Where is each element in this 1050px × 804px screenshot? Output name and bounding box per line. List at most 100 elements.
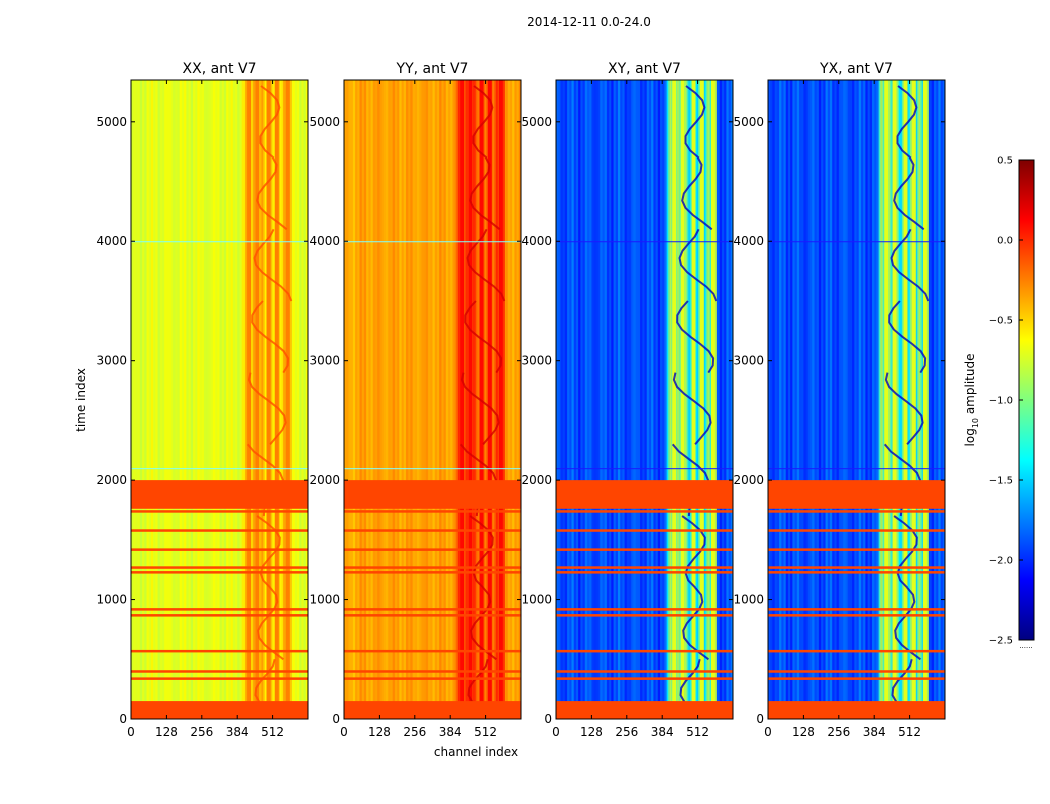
- hline: [768, 241, 945, 243]
- channel-stripe: [624, 80, 628, 719]
- x-tick-label: 0: [127, 725, 135, 739]
- channel-stripe: [558, 80, 561, 719]
- channel-stripe: [860, 80, 864, 719]
- channel-stripe: [646, 80, 650, 719]
- channel-stripe: [772, 80, 776, 719]
- arc-feature: [894, 586, 921, 661]
- y-tick-label: 3000: [309, 354, 340, 368]
- channel-stripe: [633, 80, 637, 719]
- arc-feature: [460, 372, 500, 445]
- arc-feature: [896, 85, 918, 159]
- feature-line: [498, 80, 503, 719]
- flag-line: [131, 608, 308, 611]
- channel-stripe: [640, 80, 643, 719]
- channel-stripe: [133, 80, 136, 719]
- channel-stripe: [876, 80, 880, 719]
- channel-stripe: [792, 80, 796, 719]
- band-stripe: [283, 80, 286, 719]
- channel-stripe: [159, 80, 163, 719]
- y-tick-label: 0: [119, 712, 127, 726]
- channel-stripe: [239, 80, 243, 719]
- x-tick-label: 128: [368, 725, 391, 739]
- arc-feature: [676, 300, 715, 374]
- channel-stripe: [359, 80, 363, 719]
- channel-stripe: [580, 80, 584, 719]
- feature-line: [884, 80, 889, 719]
- band-stripe: [244, 80, 248, 719]
- channel-stripe: [560, 80, 564, 719]
- channel-stripe: [832, 80, 835, 719]
- channel-stripe: [441, 80, 445, 719]
- band-stripe: [482, 80, 485, 719]
- channel-stripe: [801, 80, 804, 719]
- panel-title: XX, ant V7: [183, 61, 257, 77]
- channel-stripe: [768, 80, 771, 719]
- band-stripe: [496, 80, 499, 719]
- channel-stripe: [361, 80, 365, 719]
- flagged-block: [131, 701, 308, 719]
- channel-stripe: [874, 80, 877, 719]
- channel-stripe: [148, 80, 152, 719]
- channel-stripe: [204, 80, 207, 719]
- band-stripe: [259, 80, 263, 719]
- channel-stripe: [514, 80, 518, 719]
- band-stripe: [686, 80, 689, 719]
- band-stripe: [491, 80, 494, 719]
- channel-stripe: [838, 80, 842, 719]
- y-tick-label: 0: [544, 712, 552, 726]
- flag-line: [556, 529, 733, 532]
- channel-stripe: [428, 80, 431, 719]
- y-tick-label: 0: [332, 712, 340, 726]
- y-tick-label: 3000: [733, 354, 764, 368]
- band-stripe: [926, 80, 929, 719]
- channel-stripe: [232, 80, 236, 719]
- flag-line: [768, 510, 945, 513]
- x-tick-label: 512: [686, 725, 709, 739]
- channel-stripe: [405, 80, 409, 719]
- channel-stripe: [622, 80, 626, 719]
- channel-stripe: [556, 80, 559, 719]
- x-tick-label: 512: [474, 725, 497, 739]
- channel-stripe: [620, 80, 623, 719]
- heatmap-panel: YX, ant V7 0 128 256 384 512 0 1000 2000 3000 4000…: [733, 61, 946, 739]
- channel-stripe: [659, 80, 663, 719]
- flag-line: [556, 548, 733, 551]
- channel-stripe: [142, 80, 145, 719]
- channel-stripe: [611, 80, 615, 719]
- band-stripe: [464, 80, 467, 719]
- hline: [344, 241, 521, 243]
- channel-stripe: [584, 80, 588, 719]
- channel-stripe: [377, 80, 380, 719]
- x-tick-label: 256: [403, 725, 426, 739]
- arc-feature: [681, 515, 706, 589]
- channel-stripe: [805, 80, 809, 719]
- band-stripe: [253, 80, 256, 719]
- arc-feature: [678, 228, 718, 302]
- channel-stripe: [858, 80, 862, 719]
- flag-line: [556, 649, 733, 653]
- channel-stripe: [299, 80, 302, 719]
- flag-line: [768, 677, 945, 680]
- feature-line: [691, 80, 696, 719]
- channel-stripe: [150, 80, 154, 719]
- flag-line: [344, 670, 521, 673]
- band-stripe: [714, 80, 717, 719]
- panel-frame: [555, 79, 734, 720]
- x-tick-label: 512: [261, 725, 284, 739]
- channel-stripe: [157, 80, 161, 719]
- channel-stripe: [414, 80, 418, 719]
- channel-stripe: [578, 80, 581, 719]
- channel-stripe: [397, 80, 400, 719]
- channel-stripe: [604, 80, 608, 719]
- x-tick-label: 256: [615, 725, 638, 739]
- band-stripe: [472, 80, 476, 719]
- channel-stripe: [719, 80, 723, 719]
- channel-stripe: [790, 80, 793, 719]
- channel-stripe: [595, 80, 599, 719]
- band-stripe: [669, 80, 673, 719]
- band-stripe: [486, 80, 489, 719]
- arc-feature: [672, 372, 712, 445]
- feature-line: [468, 80, 473, 719]
- flag-line: [556, 670, 733, 673]
- heatmap-cells: [556, 80, 733, 719]
